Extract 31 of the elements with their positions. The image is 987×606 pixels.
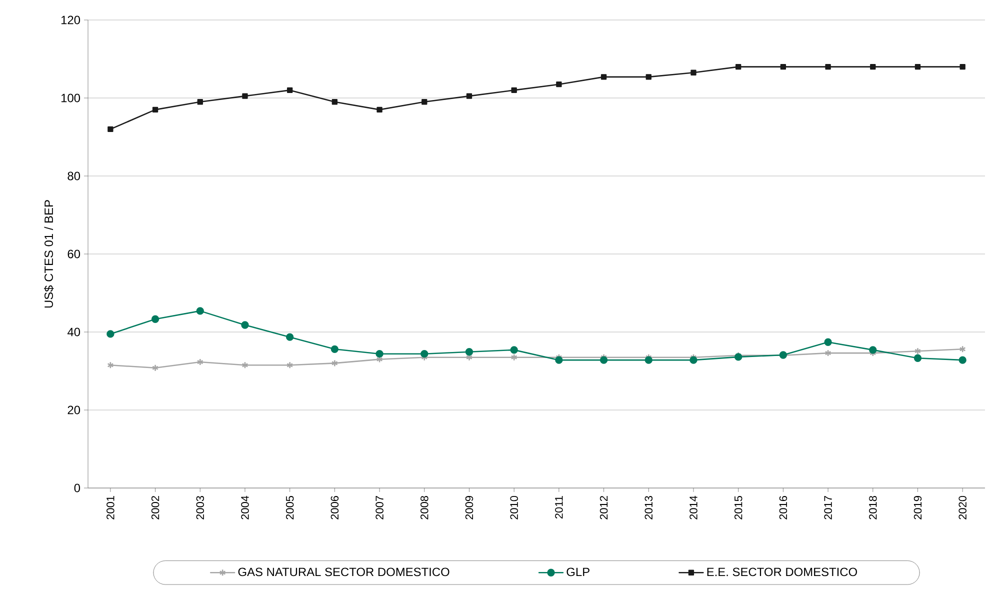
x-tick-label: 2003 — [196, 496, 204, 520]
y-axis-title: US$ CTES 01 / BEP — [44, 200, 54, 308]
x-tick-label: 2010 — [510, 496, 518, 520]
x-tick-label: 2006 — [330, 496, 339, 520]
y-tick-label: 120 — [61, 16, 80, 24]
x-tick-label: 2019 — [914, 496, 922, 520]
y-tick-label: 40 — [67, 328, 80, 336]
x-tick-label: 2012 — [600, 496, 608, 520]
x-tick-label: 2014 — [690, 496, 698, 520]
x-tick-label: 2005 — [286, 496, 294, 520]
x-tick-label: 2008 — [420, 496, 428, 520]
x-tick-label: 2011 — [555, 496, 563, 519]
legend-label: GAS NATURAL SECTOR DOMESTICO — [238, 568, 450, 576]
x-tick-label: 2007 — [376, 496, 384, 520]
x-tick-label: 2020 — [958, 496, 966, 520]
y-tick-label: 80 — [68, 172, 80, 180]
x-tick-label: 2018 — [869, 496, 877, 520]
x-tick-label: 2016 — [779, 496, 788, 520]
y-tick-label: 60 — [68, 250, 80, 258]
x-tick-label: 2017 — [824, 496, 832, 520]
x-tick-label: 2001 — [106, 496, 114, 520]
legend-label: E.E. SECTOR DOMESTICO — [707, 568, 857, 576]
legend-label: GLP — [566, 568, 590, 576]
x-tick-label: 2009 — [465, 496, 474, 520]
y-tick-label: 20 — [68, 406, 80, 414]
x-tick-label: 2004 — [241, 496, 249, 520]
x-tick-label: 2013 — [644, 496, 653, 520]
y-tick-label: 0 — [74, 484, 80, 492]
y-tick-label: 100 — [61, 94, 80, 102]
x-tick-label: 2002 — [151, 496, 160, 520]
x-tick-label: 2015 — [734, 496, 742, 520]
